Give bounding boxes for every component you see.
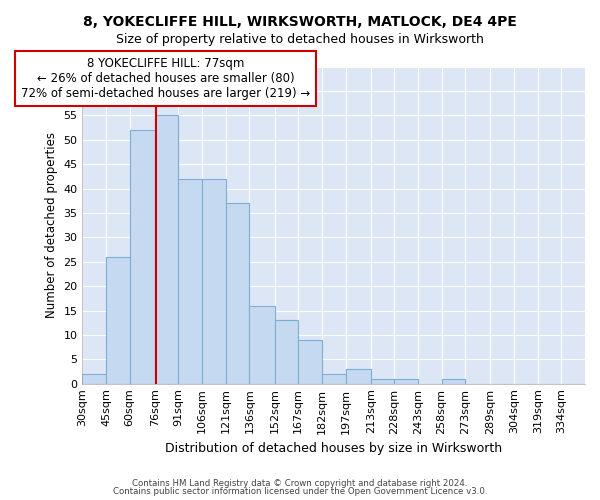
Text: Contains public sector information licensed under the Open Government Licence v3: Contains public sector information licen… <box>113 487 487 496</box>
Bar <box>346 369 371 384</box>
Bar <box>106 257 130 384</box>
Text: 8 YOKECLIFFE HILL: 77sqm
← 26% of detached houses are smaller (80)
72% of semi-d: 8 YOKECLIFFE HILL: 77sqm ← 26% of detach… <box>21 58 311 100</box>
Text: Contains HM Land Registry data © Crown copyright and database right 2024.: Contains HM Land Registry data © Crown c… <box>132 478 468 488</box>
Bar <box>298 340 322 384</box>
Bar <box>275 320 298 384</box>
Bar <box>82 374 106 384</box>
Bar <box>130 130 155 384</box>
Bar <box>442 379 465 384</box>
X-axis label: Distribution of detached houses by size in Wirksworth: Distribution of detached houses by size … <box>165 442 502 455</box>
Bar <box>202 179 226 384</box>
Bar <box>371 379 394 384</box>
Bar <box>394 379 418 384</box>
Bar <box>322 374 346 384</box>
Y-axis label: Number of detached properties: Number of detached properties <box>45 132 58 318</box>
Bar <box>178 179 202 384</box>
Bar <box>155 116 178 384</box>
Bar <box>226 203 250 384</box>
Text: Size of property relative to detached houses in Wirksworth: Size of property relative to detached ho… <box>116 32 484 46</box>
Text: 8, YOKECLIFFE HILL, WIRKSWORTH, MATLOCK, DE4 4PE: 8, YOKECLIFFE HILL, WIRKSWORTH, MATLOCK,… <box>83 15 517 29</box>
Bar <box>250 306 275 384</box>
